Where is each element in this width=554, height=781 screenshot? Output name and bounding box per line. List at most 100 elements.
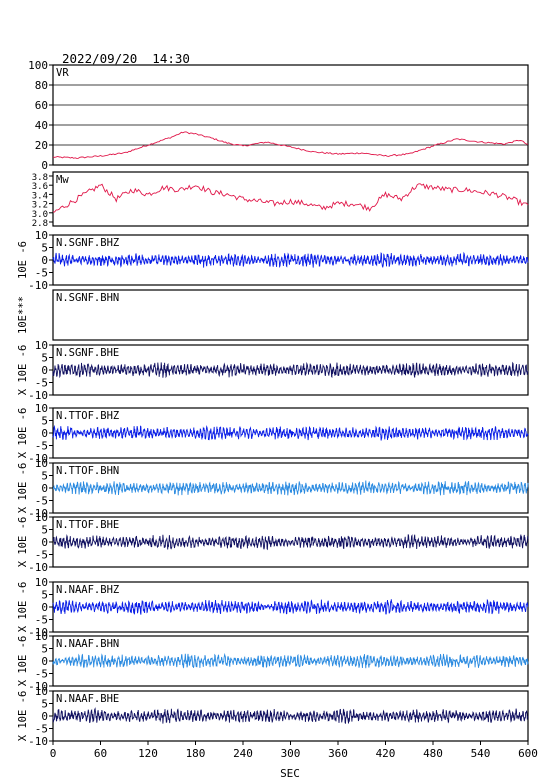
y-tick-label: 0 xyxy=(41,482,48,495)
y-tick-label: 0 xyxy=(41,655,48,668)
y-tick-label: 0 xyxy=(41,254,48,267)
y-tick-label: -5 xyxy=(35,377,48,390)
y-tick-label: 3.2 xyxy=(32,201,48,211)
y-tick-label: -10 xyxy=(28,626,48,639)
y-axis-label: X 10E -6 xyxy=(17,636,29,687)
y-tick-label: 10 xyxy=(35,339,48,352)
panel-mw: 2.83.03.23.43.63.8 Mw xyxy=(32,171,529,229)
y-axis-label: 10E*** xyxy=(17,296,29,334)
y-tick-label: 5 xyxy=(41,242,48,255)
y-tick-label: 5 xyxy=(41,643,48,656)
y-axis-label: X 10E -6 xyxy=(17,582,29,633)
y-tick-label: -5 xyxy=(35,495,48,508)
panel-frame xyxy=(52,516,529,568)
y-axis-label: 10E -6 xyxy=(17,241,29,279)
panel-label: N.TTOF.BHE xyxy=(56,519,119,531)
x-tick-label: 360 xyxy=(328,747,348,760)
y-tick-label: 10 xyxy=(35,229,48,242)
panel-label: N.TTOF.BHN xyxy=(56,465,119,477)
y-tick-label: 5 xyxy=(41,352,48,365)
y-tick-label: -10 xyxy=(28,452,48,465)
y-tick-label: 80 xyxy=(35,79,48,92)
y-tick-label: -10 xyxy=(28,507,48,520)
y-tick-label: 10 xyxy=(35,457,48,470)
y-tick-label: 10 xyxy=(35,511,48,524)
y-tick-label: 0 xyxy=(41,159,48,172)
sgnf-bhz-waveform xyxy=(52,251,529,268)
x-tick-label: 240 xyxy=(233,747,253,760)
y-tick-label: 3.4 xyxy=(32,191,48,201)
y-tick-label: 60 xyxy=(35,99,48,112)
panel-frame xyxy=(52,64,529,166)
panel-label: N.SGNF.BHN xyxy=(56,292,119,304)
y-axis-label: X 10E -6 xyxy=(17,345,29,396)
y-tick-label: 0 xyxy=(41,536,48,549)
x-tick-label: 420 xyxy=(376,747,396,760)
x-tick-label: 300 xyxy=(281,747,301,760)
x-tick-label: 0 xyxy=(50,747,57,760)
naaf-bhz-waveform xyxy=(52,598,529,615)
y-tick-label: 10 xyxy=(35,630,48,643)
y-tick-label: 3.8 xyxy=(32,173,48,183)
panel-frame xyxy=(52,289,529,341)
y-tick-label: 5 xyxy=(41,524,48,537)
y-axis-label: X 10E -6 xyxy=(17,408,29,459)
ttof-bhe-waveform xyxy=(52,534,529,551)
naaf-bhe-waveform xyxy=(52,707,529,724)
vr-series-line xyxy=(52,131,529,159)
y-tick-label: -10 xyxy=(28,735,48,748)
x-axis: 0 60 120 180 240 300 360 420 480 540 600 xyxy=(50,741,538,760)
y-tick-label: 5 xyxy=(41,589,48,602)
y-tick-label: 20 xyxy=(35,139,48,152)
ttof-bhz-waveform xyxy=(52,424,529,441)
x-tick-label: 180 xyxy=(186,747,206,760)
x-tick-label: 600 xyxy=(518,747,538,760)
y-tick-label: 5 xyxy=(41,415,48,428)
y-tick-label: -5 xyxy=(35,267,48,280)
panel-sgnf-bhn: N.SGNF.BHN 10E*** xyxy=(17,289,529,341)
x-tick-label: 120 xyxy=(138,747,158,760)
y-tick-label: 10 xyxy=(35,685,48,698)
panel-label: N.NAAF.BHN xyxy=(56,638,119,650)
mw-series-line xyxy=(52,183,529,213)
x-tick-label: 540 xyxy=(471,747,491,760)
panel-label: N.NAAF.BHZ xyxy=(56,584,119,596)
panel-label: Mw xyxy=(56,174,69,186)
panel-label: N.TTOF.BHZ xyxy=(56,410,119,422)
panel-label: N.SGNF.BHZ xyxy=(56,237,119,249)
y-tick-label: 2.8 xyxy=(32,219,48,229)
y-tick-label: 100 xyxy=(28,59,48,72)
y-tick-label: 10 xyxy=(35,402,48,415)
y-tick-label: 0 xyxy=(41,364,48,377)
y-tick-label: 5 xyxy=(41,698,48,711)
panel-label: N.NAAF.BHE xyxy=(56,693,119,705)
y-tick-label: -10 xyxy=(28,279,48,292)
y-axis-label: X 10E -6 xyxy=(17,517,29,568)
panel-label: N.SGNF.BHE xyxy=(56,347,119,359)
x-tick-label: 480 xyxy=(423,747,443,760)
x-axis-label: SEC xyxy=(280,767,300,780)
timestamp-title: 2022/09/20 14:30 xyxy=(62,51,190,66)
y-tick-label: -10 xyxy=(28,561,48,574)
panel-vr: 0 20 40 60 80 100 VR xyxy=(28,59,529,172)
y-tick-label: 0 xyxy=(41,427,48,440)
y-tick-label: -5 xyxy=(35,614,48,627)
y-tick-label: -10 xyxy=(28,680,48,693)
x-tick-label: 60 xyxy=(94,747,107,760)
panel-label: VR xyxy=(56,67,69,79)
y-tick-label: 10 xyxy=(35,576,48,589)
y-tick-label: 0 xyxy=(41,601,48,614)
y-tick-label: 40 xyxy=(35,119,48,132)
y-tick-label: -5 xyxy=(35,668,48,681)
naaf-bhn-waveform xyxy=(52,652,529,669)
